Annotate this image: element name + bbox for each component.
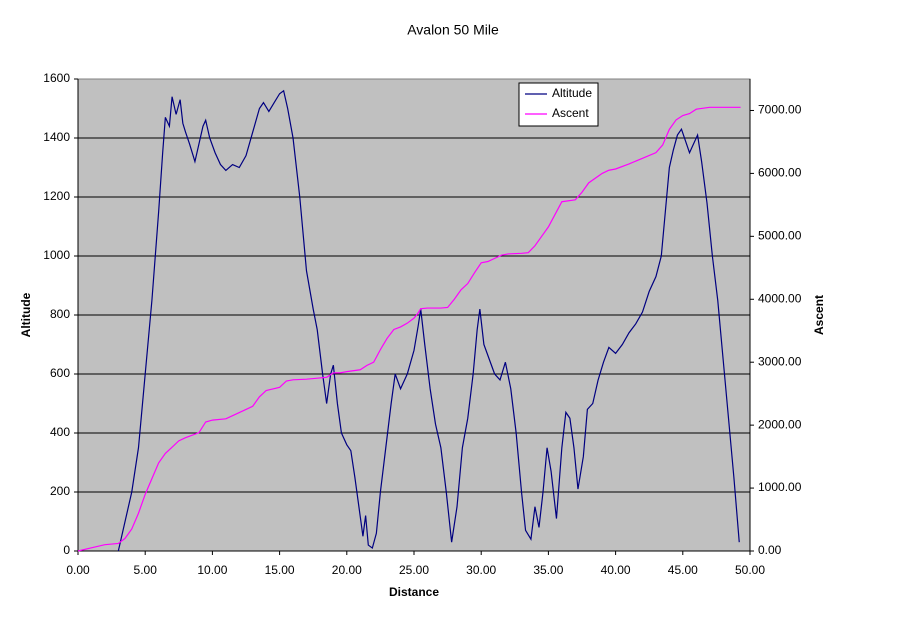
legend-box bbox=[518, 82, 599, 127]
x-tick-label: 30.00 bbox=[466, 563, 496, 577]
y-tick-label: 1000 bbox=[43, 248, 70, 262]
y-tick-label: 600 bbox=[50, 366, 70, 380]
y2-tick-label: 4000.00 bbox=[758, 291, 802, 305]
x-tick-label: 40.00 bbox=[601, 563, 631, 577]
x-tick-label: 10.00 bbox=[197, 563, 227, 577]
y2-tick-label: 2000.00 bbox=[758, 417, 802, 431]
y2-tick-label: 1000.00 bbox=[758, 480, 802, 494]
legend-label: Ascent bbox=[552, 106, 589, 120]
y-tick-label: 1200 bbox=[43, 189, 70, 203]
y-tick-label: 1600 bbox=[43, 71, 70, 85]
y2-tick-label: 3000.00 bbox=[758, 354, 802, 368]
series-line bbox=[77, 106, 741, 552]
x-tick-label: 45.00 bbox=[668, 563, 698, 577]
y2-tick-label: 6000.00 bbox=[758, 166, 802, 180]
x-tick-label: 25.00 bbox=[399, 563, 429, 577]
y-tick-label: 800 bbox=[50, 307, 70, 321]
x-axis-title: Distance bbox=[389, 585, 439, 599]
y2-tick-label: 0.00 bbox=[758, 543, 782, 557]
x-tick-label: 50.00 bbox=[735, 563, 765, 577]
series-line bbox=[117, 89, 740, 552]
chart-title: Avalon 50 Mile bbox=[407, 22, 499, 38]
y2-axis-title: Ascent bbox=[812, 295, 826, 335]
x-tick-label: 15.00 bbox=[265, 563, 295, 577]
legend-label: Altitude bbox=[552, 86, 592, 100]
y-tick-label: 400 bbox=[50, 425, 70, 439]
y2-tick-label: 7000.00 bbox=[758, 103, 802, 117]
x-tick-label: 20.00 bbox=[332, 563, 362, 577]
x-tick-label: 5.00 bbox=[134, 563, 158, 577]
y-tick-label: 200 bbox=[50, 484, 70, 498]
y-axis-title: Altitude bbox=[19, 292, 33, 337]
y2-tick-label: 5000.00 bbox=[758, 229, 802, 243]
y-tick-label: 0 bbox=[63, 543, 70, 557]
y-tick-label: 1400 bbox=[43, 130, 70, 144]
x-tick-label: 0.00 bbox=[66, 563, 90, 577]
x-tick-label: 35.00 bbox=[533, 563, 563, 577]
